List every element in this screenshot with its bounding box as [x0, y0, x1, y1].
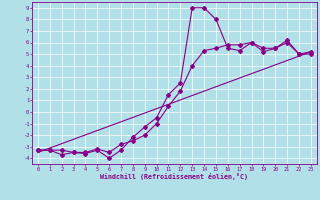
X-axis label: Windchill (Refroidissement éolien,°C): Windchill (Refroidissement éolien,°C) — [100, 173, 248, 180]
